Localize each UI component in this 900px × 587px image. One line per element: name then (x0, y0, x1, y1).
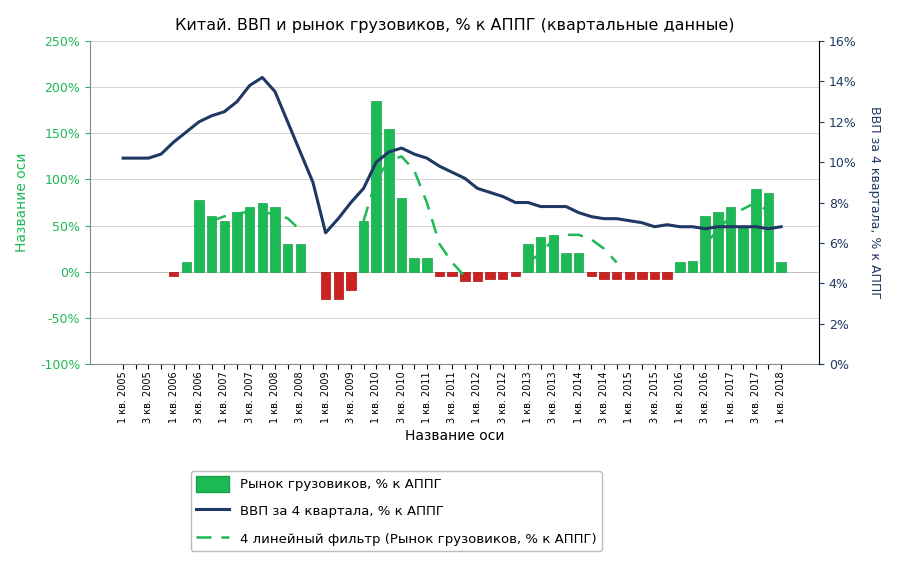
Bar (549, 235, 558, 272)
Bar (435, 272, 445, 276)
Bar (372, 101, 381, 272)
Legend: Рынок грузовиков, % к АППГ, ВВП за 4 квартала, % к АППГ, 4 линейный фильтр (Рыно: Рынок грузовиков, % к АППГ, ВВП за 4 ква… (191, 471, 601, 551)
Bar (536, 237, 545, 272)
Bar (447, 272, 457, 276)
Bar (384, 129, 393, 272)
Bar (460, 272, 470, 281)
Bar (777, 262, 786, 272)
Bar (410, 258, 418, 272)
Bar (675, 262, 685, 272)
Y-axis label: Название оси: Название оси (14, 153, 29, 252)
Bar (637, 272, 647, 279)
Bar (738, 225, 748, 272)
Bar (232, 212, 242, 272)
Bar (752, 188, 760, 272)
Bar (725, 207, 735, 272)
Bar (270, 207, 280, 272)
Bar (764, 193, 773, 272)
Bar (574, 253, 583, 272)
Bar (169, 272, 178, 276)
Bar (688, 261, 698, 272)
Bar (562, 253, 571, 272)
Bar (320, 272, 330, 299)
Bar (245, 207, 255, 272)
Bar (182, 262, 191, 272)
Bar (713, 212, 723, 272)
Bar (346, 272, 356, 290)
Y-axis label: ВВП за 4 квартала, % к АППГ: ВВП за 4 квартала, % к АППГ (868, 106, 881, 299)
Bar (359, 221, 368, 272)
Title: Китай. ВВП и рынок грузовиков, % к АППГ (квартальные данные): Китай. ВВП и рынок грузовиков, % к АППГ … (175, 18, 734, 33)
Bar (334, 272, 343, 299)
Bar (599, 272, 608, 279)
Bar (220, 221, 230, 272)
Bar (257, 203, 267, 272)
Bar (587, 272, 596, 276)
Bar (523, 244, 533, 272)
Bar (283, 244, 293, 272)
Bar (498, 272, 508, 279)
Bar (650, 272, 660, 279)
Bar (625, 272, 634, 279)
Bar (662, 272, 672, 279)
Bar (207, 217, 217, 272)
Bar (485, 272, 495, 279)
Bar (295, 244, 305, 272)
Bar (472, 272, 482, 281)
Bar (700, 217, 710, 272)
Bar (612, 272, 621, 279)
Bar (397, 198, 406, 272)
X-axis label: Название оси: Название оси (405, 429, 504, 443)
Bar (194, 200, 203, 272)
Bar (510, 272, 520, 276)
Bar (422, 258, 432, 272)
